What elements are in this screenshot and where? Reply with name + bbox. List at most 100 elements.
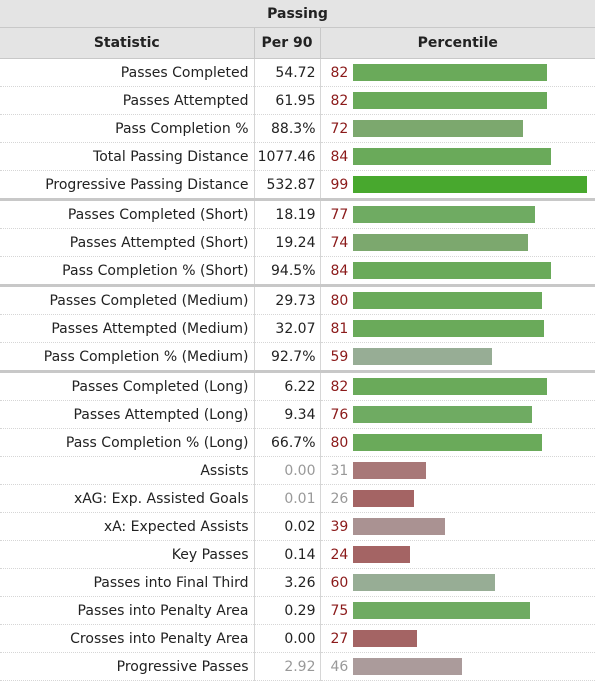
stat-label: Pass Completion % (Medium) — [0, 342, 255, 372]
stat-label: Pass Completion % — [0, 114, 255, 143]
percentile-cell: 39 — [320, 512, 595, 541]
per90-value: 6.22 — [254, 370, 321, 401]
per90-value: 94.5% — [254, 256, 321, 286]
stat-label: Passes Completed (Long) — [0, 370, 255, 401]
percentile-bar — [352, 320, 544, 337]
percentile-cell: 46 — [320, 652, 595, 681]
percentile-cell: 82 — [320, 58, 595, 87]
percentile-bar — [352, 262, 551, 279]
per90-value: 0.00 — [254, 456, 321, 485]
table-row: Passes Attempted (Long) 9.34 76 — [0, 400, 595, 429]
table-row: xAG: Exp. Assisted Goals 0.01 26 — [0, 484, 595, 513]
percentile-value: 39 — [330, 518, 349, 535]
per90-value: 88.3% — [254, 114, 321, 143]
table-row: Crosses into Penalty Area 0.00 27 — [0, 624, 595, 653]
percentile-value: 31 — [330, 462, 349, 479]
percentile-cell: 59 — [320, 342, 595, 372]
percentile-cell: 81 — [320, 314, 595, 343]
percentile-value: 80 — [330, 292, 349, 309]
stat-label: Total Passing Distance — [0, 142, 255, 171]
stat-label: Crosses into Penalty Area — [0, 624, 255, 653]
stat-label: Key Passes — [0, 540, 255, 569]
percentile-cell: 80 — [320, 428, 595, 457]
stat-label: xA: Expected Assists — [0, 512, 255, 541]
per90-value: 0.02 — [254, 512, 321, 541]
table-row: Pass Completion % (Short) 94.5% 84 — [0, 256, 595, 286]
percentile-bar — [352, 602, 530, 619]
percentile-cell: 82 — [320, 370, 595, 401]
percentile-value: 74 — [330, 234, 349, 251]
table-row: Passes Attempted (Medium) 32.07 81 — [0, 314, 595, 343]
table-row: Passes Attempted 61.95 82 — [0, 86, 595, 115]
percentile-value: 81 — [330, 320, 349, 337]
table-row: Pass Completion % 88.3% 72 — [0, 114, 595, 143]
percentile-value: 59 — [330, 348, 349, 365]
column-header-statistic[interactable]: Statistic — [0, 27, 255, 59]
percentile-cell: 76 — [320, 400, 595, 429]
percentile-bar — [352, 348, 492, 365]
percentile-value: 60 — [330, 574, 349, 591]
percentile-value: 82 — [330, 378, 349, 395]
percentile-value: 75 — [330, 602, 349, 619]
percentile-bar — [352, 176, 587, 193]
percentile-cell: 84 — [320, 142, 595, 171]
table-row: Pass Completion % (Long) 66.7% 80 — [0, 428, 595, 457]
per90-value: 9.34 — [254, 400, 321, 429]
column-header-row: Statistic Per 90 Percentile — [0, 27, 595, 59]
table-row: Passes into Final Third 3.26 60 — [0, 568, 595, 597]
per90-value: 29.73 — [254, 284, 321, 315]
percentile-bar — [352, 434, 542, 451]
percentile-bar — [352, 490, 414, 507]
stat-label: Passes Completed — [0, 58, 255, 87]
stat-label: Progressive Passing Distance — [0, 170, 255, 200]
percentile-bar — [352, 120, 523, 137]
per90-value: 32.07 — [254, 314, 321, 343]
percentile-cell: 82 — [320, 86, 595, 115]
stat-label: Passes Attempted — [0, 86, 255, 115]
table-row: Passes Completed (Short) 18.19 77 — [0, 198, 595, 229]
percentile-cell: 77 — [320, 198, 595, 229]
percentile-bar — [352, 518, 445, 535]
percentile-bar — [352, 148, 551, 165]
percentile-bar — [352, 64, 547, 81]
percentile-value: 26 — [330, 490, 349, 507]
column-header-percentile[interactable]: Percentile — [319, 27, 595, 59]
stat-label: Passes Attempted (Long) — [0, 400, 255, 429]
stat-label: xAG: Exp. Assisted Goals — [0, 484, 255, 513]
stat-label: Progressive Passes — [0, 652, 255, 681]
percentile-bar — [352, 206, 535, 223]
table-row: xA: Expected Assists 0.02 39 — [0, 512, 595, 541]
percentile-bar — [352, 574, 495, 591]
percentile-value: 84 — [330, 148, 349, 165]
table-row: Passes Attempted (Short) 19.24 74 — [0, 228, 595, 257]
table-row: Total Passing Distance 1077.46 84 — [0, 142, 595, 171]
per90-value: 532.87 — [254, 170, 321, 200]
percentile-cell: 80 — [320, 284, 595, 315]
percentile-cell: 27 — [320, 624, 595, 653]
percentile-value: 99 — [330, 176, 349, 193]
percentile-bar — [352, 406, 532, 423]
stat-label: Passes into Final Third — [0, 568, 255, 597]
percentile-value: 76 — [330, 406, 349, 423]
per90-value: 1077.46 — [254, 142, 321, 171]
per90-value: 0.29 — [254, 596, 321, 625]
table-row: Passes Completed (Long) 6.22 82 — [0, 370, 595, 401]
stat-label: Passes Attempted (Short) — [0, 228, 255, 257]
percentile-cell: 60 — [320, 568, 595, 597]
percentile-cell: 99 — [320, 170, 595, 200]
stat-label: Passes Completed (Short) — [0, 198, 255, 229]
percentile-value: 82 — [330, 92, 349, 109]
percentile-value: 72 — [330, 120, 349, 137]
percentile-bar — [352, 92, 547, 109]
percentile-bar — [352, 292, 542, 309]
per90-value: 2.92 — [254, 652, 321, 681]
table-row: Passes Completed (Medium) 29.73 80 — [0, 284, 595, 315]
percentile-cell: 24 — [320, 540, 595, 569]
column-header-per90[interactable]: Per 90 — [253, 27, 321, 59]
table-row: Progressive Passing Distance 532.87 99 — [0, 170, 595, 200]
percentile-bar — [352, 378, 547, 395]
per90-value: 18.19 — [254, 198, 321, 229]
per90-value: 19.24 — [254, 228, 321, 257]
stat-label: Passes into Penalty Area — [0, 596, 255, 625]
